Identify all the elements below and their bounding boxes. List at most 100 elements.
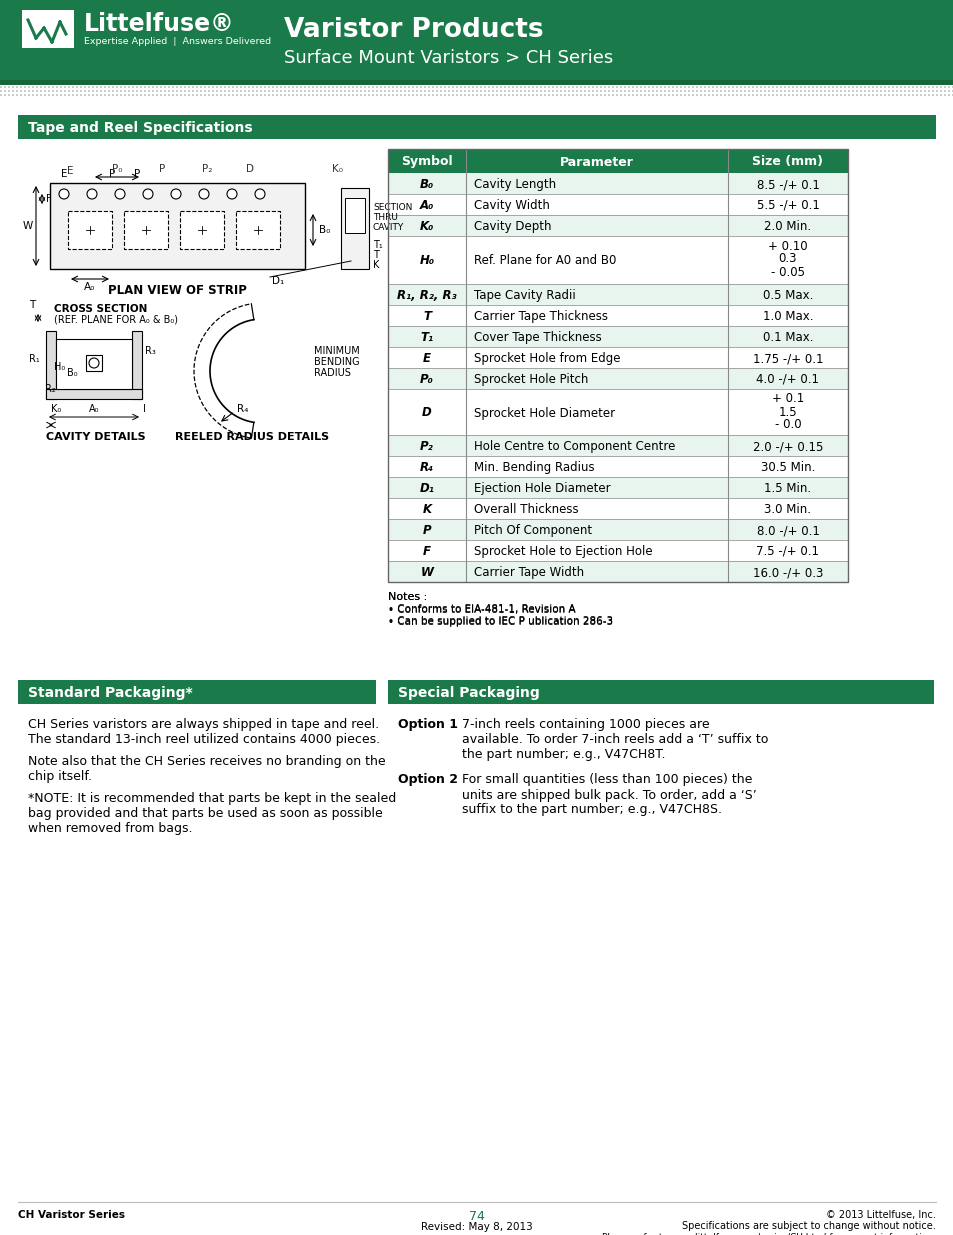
Bar <box>496 86 497 88</box>
Bar <box>432 90 434 91</box>
Bar <box>84 90 86 91</box>
Bar <box>423 86 426 88</box>
Bar <box>364 94 366 96</box>
Text: K₀: K₀ <box>333 164 343 174</box>
Bar <box>152 94 153 96</box>
Bar <box>312 86 314 88</box>
Bar <box>304 94 306 96</box>
Bar <box>951 86 953 88</box>
Bar <box>348 90 350 91</box>
Bar <box>667 94 669 96</box>
Bar <box>787 94 789 96</box>
Text: • Can be supplied to IEC P ublication 286-3: • Can be supplied to IEC P ublication 28… <box>388 616 613 626</box>
Bar <box>840 90 841 91</box>
Bar <box>943 90 945 91</box>
Bar <box>871 86 873 88</box>
Bar <box>91 94 94 96</box>
Bar <box>951 90 953 91</box>
Bar <box>288 86 290 88</box>
Bar <box>803 86 805 88</box>
Bar <box>136 86 138 88</box>
Bar <box>867 86 869 88</box>
Bar <box>731 86 733 88</box>
Bar <box>76 86 78 88</box>
Bar <box>643 86 645 88</box>
Bar <box>740 86 741 88</box>
Bar <box>68 211 112 249</box>
Bar <box>887 94 889 96</box>
Bar <box>943 86 945 88</box>
Bar <box>651 90 654 91</box>
Bar <box>843 86 845 88</box>
Bar <box>671 94 673 96</box>
Bar <box>372 90 374 91</box>
Bar <box>903 86 905 88</box>
Text: Pitch Of Component: Pitch Of Component <box>474 524 592 537</box>
Bar <box>556 86 558 88</box>
Bar <box>563 90 565 91</box>
Bar <box>50 183 305 269</box>
Text: 16.0 -/+ 0.3: 16.0 -/+ 0.3 <box>752 566 822 579</box>
Bar <box>284 94 286 96</box>
Bar <box>716 86 718 88</box>
Bar <box>516 94 517 96</box>
Bar <box>379 94 381 96</box>
Bar <box>827 94 829 96</box>
Bar <box>24 94 26 96</box>
Bar <box>0 80 953 85</box>
Bar <box>71 86 74 88</box>
Bar <box>16 86 18 88</box>
Bar <box>164 86 166 88</box>
Bar <box>867 94 869 96</box>
Bar <box>639 94 641 96</box>
Text: SECTION: SECTION <box>373 204 412 212</box>
Bar <box>388 368 847 389</box>
Bar <box>452 90 454 91</box>
Bar <box>308 90 310 91</box>
Bar <box>68 90 70 91</box>
Bar <box>820 86 821 88</box>
Bar <box>503 86 505 88</box>
Bar <box>800 86 801 88</box>
Text: A₀: A₀ <box>84 282 95 291</box>
Text: CAVITY: CAVITY <box>373 224 404 232</box>
Bar <box>48 86 50 88</box>
Circle shape <box>254 189 265 199</box>
Bar <box>763 86 765 88</box>
Text: Notes :: Notes : <box>388 592 427 601</box>
Bar <box>280 94 282 96</box>
Bar <box>476 90 477 91</box>
Bar <box>923 90 925 91</box>
Text: B₀: B₀ <box>318 225 330 235</box>
Bar <box>771 90 773 91</box>
Bar <box>232 86 233 88</box>
Bar <box>184 90 186 91</box>
Bar <box>583 86 585 88</box>
Bar <box>683 94 685 96</box>
Text: PLAN VIEW OF STRIP: PLAN VIEW OF STRIP <box>108 284 247 298</box>
Text: 1.75 -/+ 0.1: 1.75 -/+ 0.1 <box>752 352 822 366</box>
Bar <box>647 94 649 96</box>
Text: Parameter: Parameter <box>559 156 634 168</box>
Bar <box>616 86 618 88</box>
Bar <box>452 86 454 88</box>
Text: For small quantities (less than 100 pieces) the
units are shipped bulk pack. To : For small quantities (less than 100 piec… <box>461 773 756 816</box>
Bar <box>215 90 218 91</box>
Bar <box>939 86 941 88</box>
Bar <box>32 90 34 91</box>
Text: P: P <box>109 169 115 179</box>
Bar <box>627 94 629 96</box>
Bar <box>104 94 106 96</box>
Bar <box>32 94 34 96</box>
Bar <box>228 86 230 88</box>
Bar <box>696 94 698 96</box>
Bar <box>919 86 921 88</box>
Bar <box>328 94 330 96</box>
Text: R₄: R₄ <box>419 461 434 474</box>
Bar <box>188 94 190 96</box>
Bar <box>747 90 749 91</box>
Bar <box>40 86 42 88</box>
Bar <box>603 94 605 96</box>
Bar <box>603 86 605 88</box>
Bar <box>492 90 494 91</box>
